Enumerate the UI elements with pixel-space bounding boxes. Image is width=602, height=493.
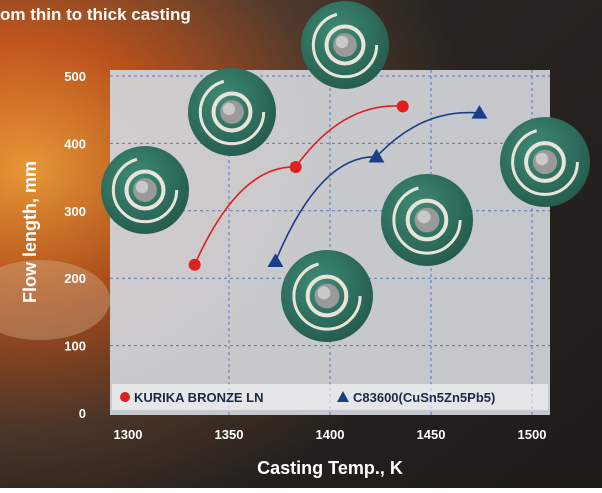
series-layer [188, 100, 488, 271]
spiral-inner-ring [405, 198, 449, 242]
data-point-kurika [396, 100, 409, 113]
data-point-kurika [188, 258, 201, 271]
x-tick-label: 1300 [114, 427, 143, 442]
spiral-inner-ring [305, 274, 349, 318]
spiral-sample-photo [281, 250, 373, 342]
x-tick-label: 1400 [316, 427, 345, 442]
spiral-sample-photo [188, 68, 276, 156]
spiral-outer-ring [392, 185, 462, 255]
spiral-sample-photo [381, 174, 473, 266]
spiral-inner-ring [324, 24, 366, 66]
x-tick-labels: 1300 1350 1400 1450 1500 [114, 427, 547, 442]
spiral-outer-ring [198, 78, 266, 146]
spiral-highlight [417, 210, 431, 224]
x-tick-label: 1350 [215, 427, 244, 442]
spiral-sample-photo [101, 146, 189, 234]
plot-area [110, 70, 550, 415]
data-point-c83600 [267, 253, 284, 267]
data-point-c83600 [471, 105, 488, 119]
spiral-sample-photo [500, 117, 590, 207]
y-axis-label: Flow length, mm [20, 161, 40, 303]
legend-marker-c83600 [337, 391, 349, 402]
y-tick-label: 100 [64, 339, 86, 354]
y-tick-label: 500 [64, 69, 86, 84]
spiral-inner-ring [124, 169, 166, 211]
y-tick-label: 0 [79, 406, 86, 421]
legend-label-kurika: KURIKA BRONZE LN [134, 390, 264, 405]
sample-photos [101, 1, 590, 342]
legend: KURIKA BRONZE LN C83600(CuSn5Zn5Pb5) [112, 384, 548, 410]
spiral-outer-ring [292, 261, 362, 331]
background-glow [0, 260, 110, 340]
spiral-highlight [535, 152, 549, 166]
spiral-outer-ring [511, 128, 579, 196]
spiral-inner-ring [524, 141, 566, 183]
spiral-highlight [222, 102, 236, 116]
y-tick-labels: 0 100 200 300 400 500 [64, 69, 86, 421]
spiral-outer-ring [111, 156, 179, 224]
legend-label-c83600: C83600(CuSn5Zn5Pb5) [353, 390, 495, 405]
data-point-kurika [289, 160, 302, 173]
spiral-sample-photo [301, 1, 389, 89]
chart-title: om thin to thick casting [0, 5, 191, 24]
x-tick-label: 1500 [518, 427, 547, 442]
y-tick-label: 200 [64, 271, 86, 286]
spiral-highlight [335, 35, 349, 49]
data-point-c83600 [368, 148, 385, 163]
spiral-outer-ring [311, 11, 379, 79]
legend-marker-kurika [120, 392, 130, 402]
spiral-highlight [135, 180, 149, 194]
spiral-highlight [317, 286, 331, 300]
x-axis-label: Casting Temp., K [257, 458, 403, 478]
legend-box [112, 384, 548, 410]
spiral-inner-ring [211, 91, 253, 133]
y-tick-label: 400 [64, 136, 86, 151]
x-tick-label: 1450 [417, 427, 446, 442]
y-tick-label: 300 [64, 204, 86, 219]
